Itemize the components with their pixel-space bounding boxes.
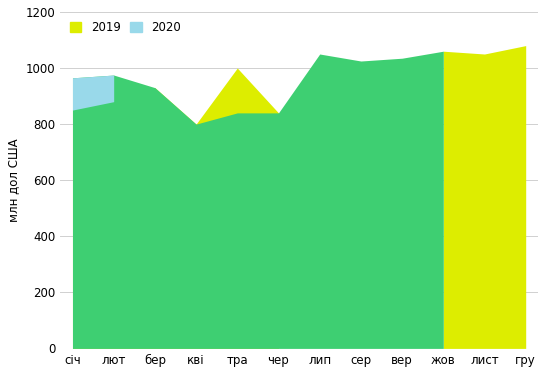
Y-axis label: млн дол США: млн дол США — [7, 138, 20, 222]
Legend: 2019, 2020: 2019, 2020 — [66, 18, 185, 38]
